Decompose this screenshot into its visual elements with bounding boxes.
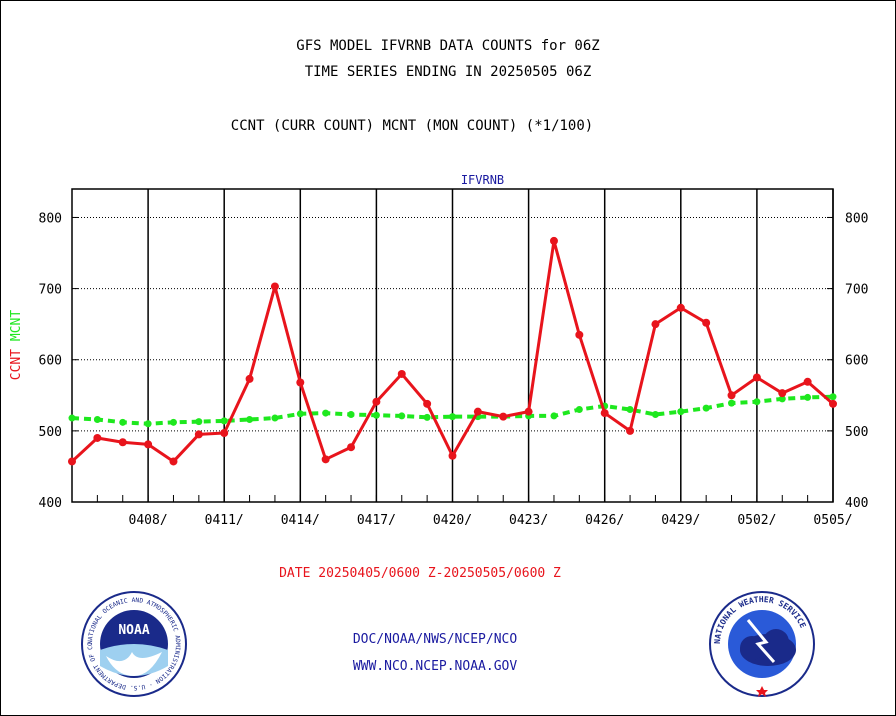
data-point-ccnt xyxy=(676,303,685,312)
data-point-ccnt xyxy=(93,433,102,442)
data-point-mcnt xyxy=(728,399,736,407)
y-tick-label-right: 500 xyxy=(845,425,868,440)
data-point-ccnt xyxy=(626,426,635,435)
data-point-mcnt xyxy=(144,420,152,428)
y-axis-label: CCNT MCNT xyxy=(9,310,24,381)
data-point-mcnt xyxy=(423,413,431,421)
y-tick-label-right: 400 xyxy=(845,496,868,511)
data-point-ccnt xyxy=(245,374,254,383)
data-point-mcnt xyxy=(347,411,355,419)
data-point-mcnt xyxy=(271,414,279,422)
title-line-3: CCNT (CURR COUNT) MCNT (MON COUNT) (*1/1… xyxy=(230,118,594,134)
data-point-ccnt xyxy=(651,320,660,329)
title-line-1: GFS MODEL IFVRNB DATA COUNTS for 06Z xyxy=(296,38,600,54)
title-line-2: TIME SERIES ENDING IN 20250505 06Z xyxy=(304,64,592,80)
data-point-mcnt xyxy=(449,413,456,421)
data-point-ccnt xyxy=(423,399,432,408)
x-tick-label: 0417/ xyxy=(357,513,396,528)
data-point-ccnt xyxy=(194,430,203,439)
date-range: DATE 20250405/0600 Z-20250505/0600 Z xyxy=(279,566,561,581)
data-point-mcnt xyxy=(626,406,634,414)
data-point-ccnt xyxy=(296,378,305,387)
data-point-ccnt xyxy=(372,397,381,406)
data-point-ccnt xyxy=(397,369,406,378)
data-point-ccnt xyxy=(600,409,609,418)
data-point-ccnt xyxy=(752,373,761,382)
y-tick-label-left: 400 xyxy=(39,496,62,511)
data-point-mcnt xyxy=(702,404,710,412)
data-point-mcnt xyxy=(220,417,228,425)
data-point-ccnt xyxy=(727,391,736,400)
data-point-mcnt xyxy=(804,393,812,401)
y-axis-label-ccnt: CCNT xyxy=(9,341,24,380)
data-point-mcnt xyxy=(322,409,330,417)
data-point-ccnt xyxy=(321,455,330,464)
data-point-mcnt xyxy=(829,393,837,401)
data-point-mcnt xyxy=(169,418,177,426)
svg-text:NOAA: NOAA xyxy=(118,623,149,638)
data-point-mcnt xyxy=(398,412,406,420)
y-tick-label-left: 700 xyxy=(39,283,62,298)
data-point-ccnt xyxy=(270,282,279,291)
x-tick-label: 0502/ xyxy=(737,513,776,528)
data-point-mcnt xyxy=(651,411,659,419)
data-point-ccnt xyxy=(499,412,508,421)
data-point-mcnt xyxy=(296,410,304,418)
data-point-ccnt xyxy=(118,438,127,447)
x-tick-label: 0423/ xyxy=(509,513,548,528)
data-point-ccnt xyxy=(803,377,812,386)
data-point-ccnt xyxy=(702,318,711,327)
data-point-mcnt xyxy=(246,415,254,423)
data-point-ccnt xyxy=(448,451,457,460)
data-point-mcnt xyxy=(753,398,761,406)
data-point-ccnt xyxy=(524,407,533,416)
data-point-mcnt xyxy=(550,412,558,420)
x-tick-label: 0411/ xyxy=(205,513,244,528)
data-point-ccnt xyxy=(829,399,837,408)
y-tick-label-right: 600 xyxy=(845,354,868,369)
data-point-mcnt xyxy=(575,406,583,414)
data-point-mcnt xyxy=(119,418,127,426)
x-tick-label: 0408/ xyxy=(129,513,168,528)
data-point-mcnt xyxy=(195,418,203,426)
y-tick-label-left: 800 xyxy=(39,211,62,226)
y-tick-label-right: 700 xyxy=(845,283,868,298)
y-tick-label-left: 600 xyxy=(39,354,62,369)
x-tick-label: 0426/ xyxy=(585,513,624,528)
x-tick-label: 0420/ xyxy=(433,513,472,528)
data-point-ccnt xyxy=(549,236,558,245)
data-point-mcnt xyxy=(778,395,786,403)
website-link[interactable]: WWW.NCO.NCEP.NOAA.GOV xyxy=(352,659,518,674)
x-tick-label: 0414/ xyxy=(281,513,320,528)
data-point-ccnt xyxy=(68,457,76,466)
data-point-ccnt xyxy=(778,389,787,398)
data-point-mcnt xyxy=(68,414,76,422)
chart-title: IFVRNB xyxy=(461,173,504,187)
x-tick-label: 0505/ xyxy=(813,513,852,528)
data-point-ccnt xyxy=(473,407,482,416)
y-axis-label-mcnt: MCNT xyxy=(9,310,24,341)
nws-logo: NATIONAL WEATHER SERVICE xyxy=(709,591,815,697)
y-tick-label-right: 800 xyxy=(845,211,868,226)
doc-link[interactable]: DOC/NOAA/NWS/NCEP/NCO xyxy=(352,632,518,647)
data-point-ccnt xyxy=(220,428,229,437)
data-point-ccnt xyxy=(575,330,584,339)
data-point-mcnt xyxy=(93,415,101,423)
data-point-ccnt xyxy=(169,457,178,466)
data-point-mcnt xyxy=(372,411,380,419)
noaa-logo: NATIONAL OCEANIC AND ATMOSPHERIC ADMINIS… xyxy=(80,590,187,697)
data-point-ccnt xyxy=(144,440,153,449)
x-tick-label: 0429/ xyxy=(661,513,700,528)
data-point-ccnt xyxy=(347,443,356,452)
data-point-mcnt xyxy=(677,408,685,416)
y-tick-label-left: 500 xyxy=(39,425,62,440)
